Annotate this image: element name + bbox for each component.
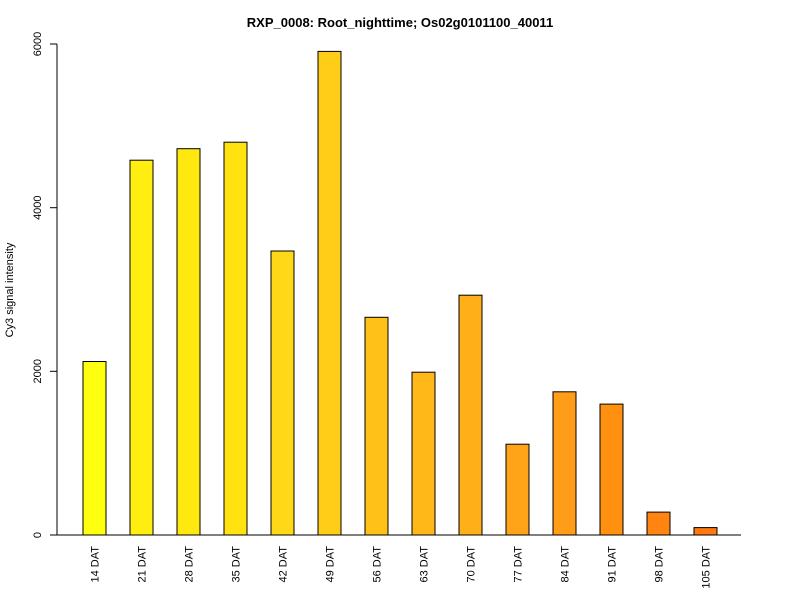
x-tick-label: 63 DAT bbox=[419, 546, 431, 583]
y-tick-label: 6000 bbox=[32, 32, 44, 56]
y-axis-ticks: 0 2000 4000 6000 bbox=[32, 32, 57, 538]
y-tick-label: 0 bbox=[32, 532, 44, 538]
x-tick-label: 56 DAT bbox=[372, 546, 384, 583]
x-tick-label: 98 DAT bbox=[654, 546, 666, 583]
x-tick-label: 91 DAT bbox=[607, 546, 619, 583]
y-tick-label: 2000 bbox=[32, 359, 44, 383]
x-tick-label: 14 DAT bbox=[90, 546, 102, 583]
x-tick-label: 21 DAT bbox=[137, 546, 149, 583]
bar-84-dat bbox=[552, 391, 577, 536]
x-tick-label: 28 DAT bbox=[184, 546, 196, 583]
bar-21-dat bbox=[129, 159, 154, 536]
bar-28-dat bbox=[176, 148, 201, 536]
y-axis-label: Cy3 signal intensity bbox=[4, 242, 16, 337]
bar-105-dat bbox=[693, 527, 718, 536]
bar-35-dat bbox=[223, 141, 248, 536]
bar-14-dat bbox=[82, 361, 107, 536]
x-tick-label: 49 DAT bbox=[325, 546, 337, 583]
bar-49-dat bbox=[317, 50, 342, 536]
chart-title: RXP_0008: Root_nighttime; Os02g0101100_4… bbox=[247, 15, 553, 30]
x-tick-label: 42 DAT bbox=[278, 546, 290, 583]
x-axis-tick-labels: 14 DAT 21 DAT 28 DAT 35 DAT 42 DAT 49 DAT 56 D… bbox=[90, 546, 713, 589]
x-tick-label: 105 DAT bbox=[701, 546, 713, 589]
bar-42-dat bbox=[270, 250, 295, 536]
bar-63-dat bbox=[411, 371, 436, 536]
bar-70-dat bbox=[458, 294, 483, 536]
bars bbox=[82, 50, 718, 536]
x-tick-label: 35 DAT bbox=[231, 546, 243, 583]
bar-91-dat bbox=[599, 403, 624, 536]
bar-77-dat bbox=[505, 443, 530, 536]
x-tick-label: 70 DAT bbox=[466, 546, 478, 583]
y-tick-label: 4000 bbox=[32, 195, 44, 219]
x-tick-label: 77 DAT bbox=[513, 546, 525, 583]
bar-56-dat bbox=[364, 316, 389, 536]
bar-98-dat bbox=[646, 511, 671, 536]
x-tick-label: 84 DAT bbox=[560, 546, 572, 583]
